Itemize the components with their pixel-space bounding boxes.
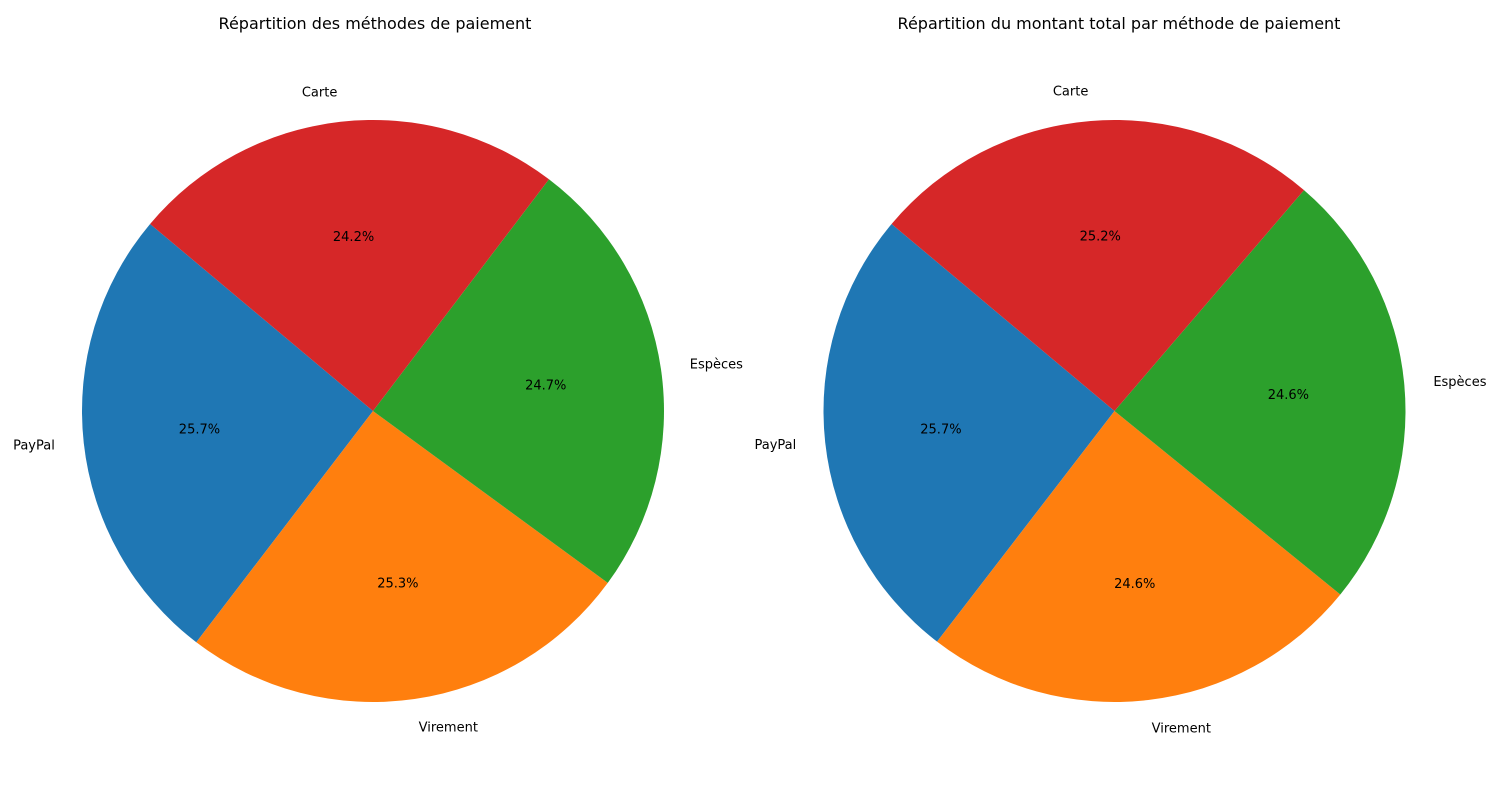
pie-chart-svg: PayPal 25.7% Virement 24.6% Espèces 24.6% Cart… bbox=[755, 84, 1487, 736]
percent-label: 25.2% bbox=[1080, 229, 1121, 244]
pie-slice-virement bbox=[937, 411, 1341, 702]
category-label: Espèces bbox=[1433, 375, 1486, 390]
pie-slice-carte bbox=[891, 119, 1304, 411]
category-label: Carte bbox=[302, 85, 337, 100]
percent-label: 24.6% bbox=[1114, 577, 1155, 592]
pie-slice-paypal bbox=[823, 223, 1115, 642]
percent-label: 24.2% bbox=[333, 230, 374, 245]
pie-slice-espèces bbox=[1114, 190, 1406, 595]
pie-chart-payment-methods: Répartition des méthodes de paiement Pay… bbox=[13, 14, 743, 735]
category-label: Virement bbox=[419, 720, 478, 735]
category-label: Espèces bbox=[690, 357, 743, 372]
percent-label: 25.7% bbox=[179, 423, 220, 438]
category-label: Carte bbox=[1053, 84, 1088, 99]
pie-chart-total-amount: Répartition du montant total par méthode… bbox=[750, 0, 1500, 800]
category-label: PayPal bbox=[755, 438, 797, 453]
pie-slice-paypal bbox=[81, 223, 373, 643]
pie-slice-virement bbox=[196, 411, 608, 703]
chart-title: Répartition des méthodes de paiement bbox=[218, 14, 532, 33]
pie-chart-svg: PayPal 25.7% Virement 25.3% Espèces 24.7% Cart… bbox=[13, 85, 743, 735]
percent-label: 24.6% bbox=[1268, 388, 1309, 403]
percent-label: 25.7% bbox=[920, 422, 961, 437]
pie-slice-carte bbox=[150, 120, 549, 411]
chart-title: Répartition du montant total par méthode… bbox=[897, 14, 1341, 33]
pie-slice-espèces bbox=[373, 179, 664, 583]
percent-label: 24.7% bbox=[525, 378, 566, 393]
category-label: PayPal bbox=[13, 439, 55, 454]
percent-label: 25.3% bbox=[377, 576, 418, 591]
category-label: Virement bbox=[1152, 721, 1211, 736]
